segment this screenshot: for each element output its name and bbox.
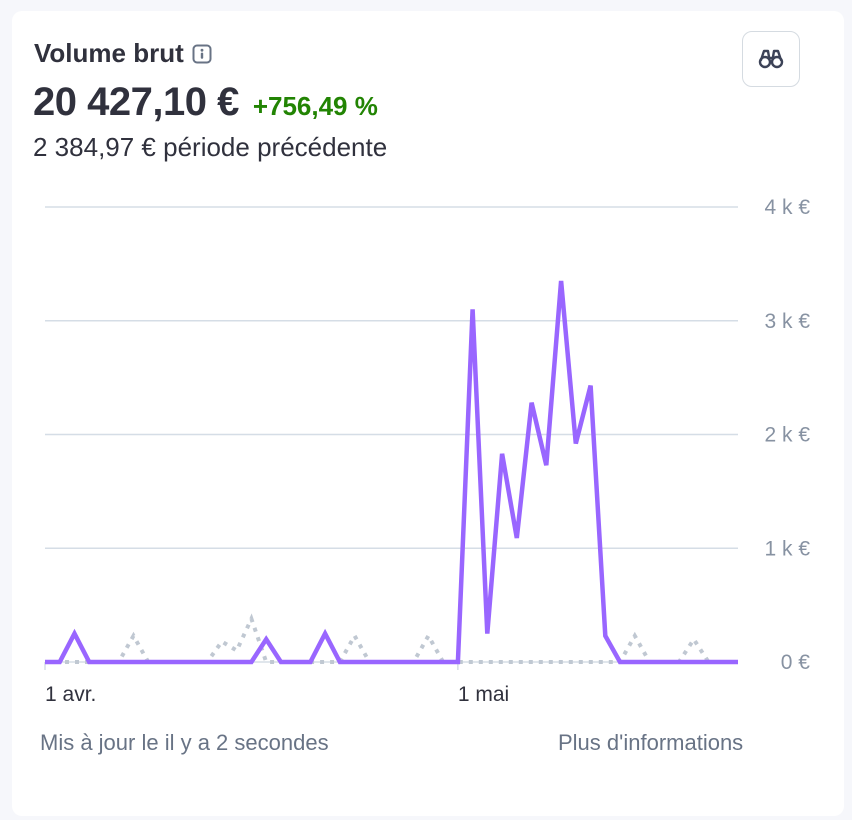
series-lines: [45, 280, 738, 665]
x-tick-label: 1 avr.: [45, 683, 96, 706]
explore-button[interactable]: [742, 31, 800, 87]
x-tick-label: 1 mai: [458, 683, 509, 706]
current-period-line: [45, 280, 738, 665]
binoculars-icon: [758, 49, 784, 69]
card-title: Volume brut: [34, 38, 184, 68]
info-icon[interactable]: [192, 44, 212, 64]
previous-period-value: 2 384,97 € période précédente: [33, 132, 388, 162]
previous-period-line: [45, 613, 738, 664]
y-tick-label: 0 €: [781, 651, 811, 674]
last-updated-text: Mis à jour le il y a 2 secondes: [40, 730, 329, 755]
y-tick-label: 1 k €: [764, 537, 810, 560]
gross-volume-card: [12, 11, 844, 816]
more-info-link[interactable]: Plus d'informations: [558, 730, 744, 755]
line-chart: 0 € 1 k € 2 k € 3 k € 4 k € 1 avr. 1 mai: [44, 196, 810, 706]
y-tick-label: 2 k €: [764, 424, 810, 447]
gridlines: [45, 206, 738, 663]
y-tick-label: 3 k €: [764, 310, 810, 333]
x-axis-ticks: 1 avr. 1 mai: [44, 662, 509, 706]
gross-volume-value: 20 427,10 €: [33, 80, 239, 124]
percent-change: +756,49 %: [252, 91, 378, 121]
value-row: 20 427,10 € +756,49 %: [33, 80, 378, 125]
y-tick-label: 4 k €: [764, 196, 810, 219]
title-row: Volume brut: [34, 38, 212, 69]
y-axis-ticks: 0 € 1 k € 2 k € 3 k € 4 k €: [764, 196, 810, 674]
